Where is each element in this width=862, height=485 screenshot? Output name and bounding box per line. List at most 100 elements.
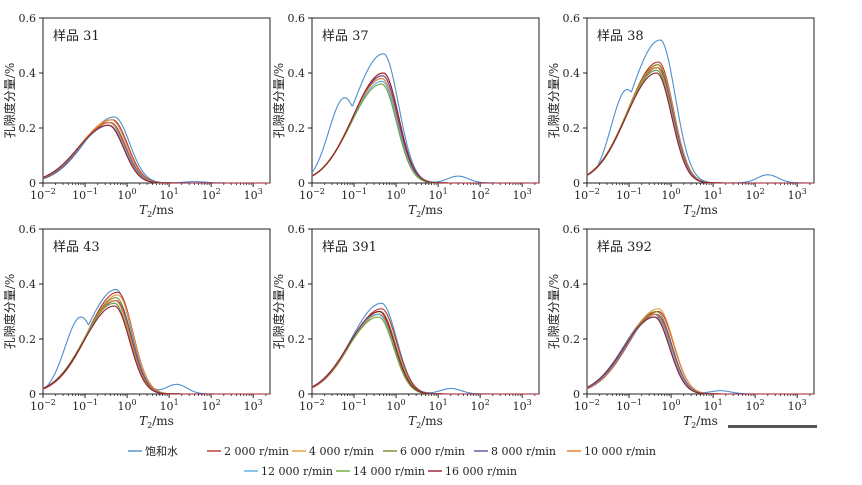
y-tick-label: 0 (573, 177, 580, 190)
legend-label: 2 000 r/min (224, 445, 289, 458)
legend-item: 饱和水 (128, 444, 178, 458)
series-line-4 (311, 310, 539, 395)
y-tick-label: 0.6 (19, 223, 37, 236)
legend-label: 6 000 r/min (400, 445, 465, 458)
y-tick-label: 0.4 (288, 67, 306, 80)
series-line-2 (586, 61, 814, 184)
legend-label: 8 000 r/min (491, 445, 556, 458)
legend-item: 2 000 r/min (207, 445, 289, 458)
series-line-7 (311, 313, 539, 395)
subplot-2: 0 0.2 0.4 0.6 10−2 10−1 100 101 102 103 T2/ms 孔隙度分量… (271, 12, 540, 219)
x-tick-label: 100 (662, 187, 681, 202)
x-tick-label: 103 (244, 398, 263, 413)
x-tick-label: 10−1 (341, 187, 367, 202)
x-tick-label: 10−2 (299, 398, 325, 413)
x-tick-label: 102 (746, 398, 765, 413)
x-tick-label: 10−2 (30, 187, 56, 202)
series-line-3 (586, 64, 814, 184)
series-line-4 (42, 297, 270, 395)
y-tick-label: 0.4 (19, 67, 37, 80)
x-tick-label: 10−1 (616, 398, 642, 413)
y-tick-label: 0.6 (563, 12, 581, 25)
x-tick-label: 102 (202, 187, 221, 202)
series-line-9 (311, 72, 539, 184)
x-tick-label: 10−1 (616, 187, 642, 202)
series-line-9 (311, 310, 539, 395)
legend-item: 12 000 r/min (244, 465, 333, 478)
x-tick-label: 101 (429, 398, 448, 413)
x-tick-label: 102 (746, 187, 765, 202)
x-tick-label: 103 (244, 187, 263, 202)
x-tick-label: 100 (118, 398, 137, 413)
series-line-3 (42, 294, 270, 395)
series-line-8 (42, 124, 270, 184)
y-axis-label: 孔隙度分量/% (546, 63, 561, 138)
legend-item: 14 000 r/min (336, 465, 425, 478)
y-tick-label: 0.2 (563, 333, 581, 346)
series-line-1 (311, 53, 539, 184)
x-tick-label: 10−2 (574, 398, 600, 413)
y-axis-label: 孔隙度分量/% (2, 63, 17, 138)
series-line-7 (42, 302, 270, 395)
series-line-4 (586, 64, 814, 184)
y-tick-label: 0 (298, 177, 305, 190)
x-tick-label: 102 (471, 187, 490, 202)
subplot-title: 样品 37 (322, 29, 369, 44)
legend-item: 4 000 r/min (292, 445, 374, 458)
series-line-6 (42, 299, 270, 395)
subplot-title: 样品 392 (597, 240, 652, 255)
x-tick-label: 103 (788, 187, 807, 202)
y-tick-label: 0.6 (563, 223, 581, 236)
legend-label: 4 000 r/min (309, 445, 374, 458)
series-line-3 (311, 72, 539, 184)
series-line-4 (311, 75, 539, 184)
x-axis-label: T2/ms (139, 414, 174, 430)
y-tick-label: 0 (573, 388, 580, 401)
legend-item: 16 000 r/min (428, 465, 517, 478)
y-tick-label: 0.4 (563, 278, 581, 291)
y-tick-label: 0.4 (19, 278, 37, 291)
subplot-title: 样品 31 (53, 29, 100, 44)
series-line-6 (311, 313, 539, 395)
x-tick-label: 10−2 (574, 187, 600, 202)
x-tick-label: 101 (429, 187, 448, 202)
x-tick-label: 10−2 (299, 187, 325, 202)
legend-label: 16 000 r/min (445, 465, 517, 478)
x-tick-label: 103 (788, 398, 807, 413)
y-tick-label: 0.4 (563, 67, 581, 80)
legend-label: 饱和水 (145, 444, 178, 458)
x-tick-label: 10−1 (72, 187, 98, 202)
series-line-8 (42, 302, 270, 395)
y-tick-label: 0 (29, 388, 36, 401)
subplot-title: 样品 391 (322, 240, 377, 255)
series-line-7 (42, 124, 270, 184)
legend-label: 14 000 r/min (353, 465, 425, 478)
series-line-3 (311, 310, 539, 395)
x-tick-label: 101 (160, 398, 179, 413)
x-tick-label: 10−1 (341, 398, 367, 413)
y-axis-label: 孔隙度分量/% (271, 63, 286, 138)
x-tick-label: 100 (118, 187, 137, 202)
legend-item: 6 000 r/min (383, 445, 465, 458)
y-tick-label: 0.2 (288, 333, 306, 346)
series-line-9 (42, 305, 270, 395)
y-tick-label: 0.2 (563, 122, 581, 135)
subplot-4: 0 0.2 0.4 0.6 10−2 10−1 100 101 102 103 T2/ms 孔隙度分量… (2, 223, 271, 430)
y-tick-label: 0.2 (19, 333, 37, 346)
series-line-5 (311, 75, 539, 184)
x-tick-label: 10−1 (72, 398, 98, 413)
subplot-3: 0 0.2 0.4 0.6 10−2 10−1 100 101 102 103 T2/ms 孔隙度分量… (546, 12, 815, 219)
subplot-title: 样品 43 (53, 240, 100, 255)
y-tick-label: 0.6 (288, 12, 306, 25)
legend-label: 12 000 r/min (261, 465, 333, 478)
x-axis-label: T2/ms (408, 203, 443, 219)
subplot-1: 0 0.2 0.4 0.6 10−2 10−1 100 101 102 103 T2/ms 孔隙度分量… (2, 12, 271, 219)
x-axis-label: T2/ms (683, 203, 718, 219)
series-line-9 (586, 72, 814, 184)
y-tick-label: 0.6 (288, 223, 306, 236)
x-tick-label: 101 (704, 398, 723, 413)
x-axis-label: T2/ms (683, 414, 718, 430)
series-line-9 (42, 124, 270, 184)
x-axis-label: T2/ms (408, 414, 443, 430)
